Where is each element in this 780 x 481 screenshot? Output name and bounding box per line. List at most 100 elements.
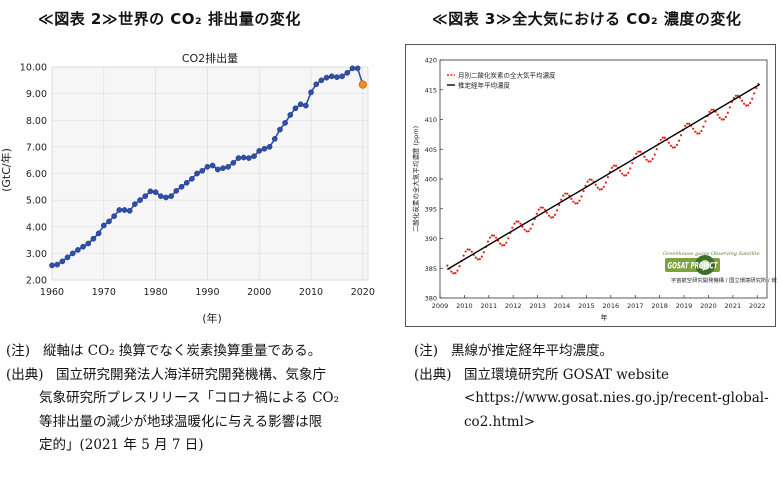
monthly-point: [594, 183, 597, 186]
monthly-point: [667, 141, 670, 144]
emission-point-1986: [183, 179, 190, 186]
monthly-point: [694, 130, 697, 133]
emission-point-1999: [251, 153, 257, 160]
emission-point-2012: [318, 77, 325, 84]
monthly-point: [446, 264, 449, 267]
x-tick-label: 2019: [676, 302, 693, 310]
monthly-point: [647, 160, 650, 163]
co2-concentration-chart: 380 385 390 395 400 405 410 415 420 2009 2010 2011…: [405, 44, 777, 327]
monthly-point: [566, 192, 569, 195]
co2-emission-chart: CO2排出量 2.00 3.00 4.00 5.00 6.00 7.00 8.00 9.00 1…: [0, 40, 389, 329]
monthly-point: [474, 256, 477, 259]
monthly-point: [515, 220, 518, 223]
monthly-point: [519, 222, 522, 225]
emission-point-1997: [240, 154, 247, 161]
monthly-point: [734, 94, 738, 97]
monthly-point: [610, 166, 614, 169]
y-tick-label: 4.00: [26, 222, 47, 233]
monthly-point: [712, 108, 715, 111]
monthly-point: [602, 185, 605, 188]
monthly-point: [639, 150, 642, 153]
emission-point-1985: [178, 183, 185, 190]
monthly-point: [588, 178, 591, 181]
note-text: 縦軸は CO₂ 換算でなく炭素換算重量である。: [43, 343, 322, 359]
monthly-point: [625, 174, 628, 177]
monthly-point: [745, 104, 748, 107]
emission-point-2013: [323, 74, 330, 81]
monthly-point: [523, 228, 526, 231]
monthly-point: [564, 192, 567, 195]
monthly-point: [621, 172, 624, 175]
monthly-point: [659, 138, 662, 141]
emission-point-2009: [302, 102, 309, 109]
monthly-point: [470, 250, 473, 253]
monthly-point: [688, 122, 691, 125]
emission-point-1992: [214, 166, 221, 173]
emission-point-2015: [334, 74, 340, 80]
right-source: (出典) 国立環境研究所 GOSAT website: [414, 364, 776, 388]
emission-point-2014: [328, 73, 335, 80]
left-source: (出典) 国立研究開発法人海洋研究開発機構、気象庁: [6, 364, 381, 388]
monthly-point: [539, 206, 542, 209]
monthly-point: [549, 216, 553, 219]
monthly-point: [645, 158, 648, 161]
monthly-point: [732, 96, 736, 100]
monthly-point: [726, 111, 729, 114]
emission-point-2003: [271, 136, 278, 142]
monthly-point: [490, 234, 494, 237]
emission-point-1964: [69, 250, 76, 257]
emission-point-1982: [163, 194, 169, 201]
y-axis-label: (GtC/年): [0, 148, 13, 192]
x-tick-label: 1970: [92, 287, 116, 298]
emission-point-1977: [137, 197, 143, 203]
monthly-point: [531, 223, 534, 226]
y-tick-label: 2.00: [26, 276, 47, 287]
source-line-1: 国立研究開発法人海洋研究開発機構、気象庁: [56, 366, 326, 383]
monthly-point: [570, 197, 573, 200]
emission-point-1981: [157, 193, 164, 199]
emission-point-2000: [256, 148, 263, 154]
monthly-point: [466, 248, 469, 251]
monthly-point: [572, 200, 575, 203]
emission-point-2004: [277, 126, 283, 133]
monthly-point: [535, 212, 538, 215]
emission-point-1983: [168, 193, 174, 199]
monthly-point: [452, 272, 455, 275]
right-note: (注) 黒線が推定経年平均濃度。: [414, 340, 776, 364]
monthly-point: [574, 202, 577, 205]
source-line-3: co2.html>: [464, 413, 536, 430]
monthly-point: [686, 122, 689, 125]
emission-point-1967: [85, 240, 92, 247]
monthly-point: [600, 188, 603, 191]
monthly-point: [480, 255, 483, 258]
monthly-point: [499, 242, 502, 245]
monthly-point: [627, 171, 630, 174]
emission-point-1974: [121, 207, 128, 213]
monthly-point: [655, 148, 658, 151]
right-figure-heading: ≪図表 3≫全大気における CO₂ 濃度の変化: [432, 10, 742, 28]
emission-point-2002: [266, 144, 273, 150]
y-tick-label: 410: [425, 116, 437, 124]
monthly-point: [740, 99, 744, 102]
x-tick-label: 2010: [456, 302, 473, 310]
emission-point-2006: [287, 112, 294, 118]
emission-point-1988: [194, 170, 200, 177]
x-tick-label: 2010: [299, 287, 323, 298]
source-head: (出典): [414, 366, 452, 383]
monthly-point: [513, 222, 516, 225]
y-tick-label: 6.00: [26, 169, 47, 180]
y-tick-label: 390: [425, 235, 437, 243]
monthly-point: [511, 226, 514, 229]
emission-point-1990: [204, 163, 211, 170]
y-tick-label: 420: [425, 57, 437, 65]
monthly-point: [692, 127, 695, 130]
chart-title: CO2排出量: [182, 51, 238, 65]
monthly-point: [578, 199, 581, 202]
x-tick-label: 2000: [247, 287, 271, 298]
x-tick-label: 2009: [432, 302, 449, 310]
y-tick-label: 415: [425, 86, 437, 94]
emission-point-1998: [246, 155, 252, 161]
y-tick-label: 7.00: [26, 142, 47, 153]
emission-point-2005: [282, 120, 288, 126]
emission-point-1993: [220, 165, 226, 172]
